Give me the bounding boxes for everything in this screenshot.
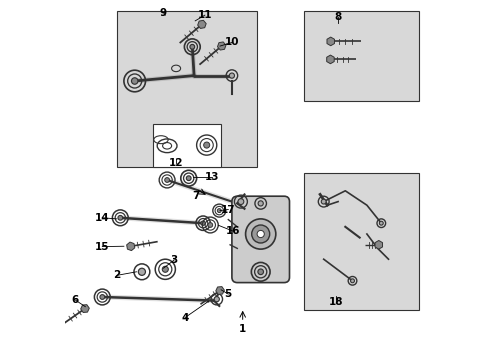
FancyBboxPatch shape	[231, 196, 289, 283]
Circle shape	[131, 78, 138, 84]
Bar	[303, 11, 418, 101]
Polygon shape	[215, 287, 224, 294]
Polygon shape	[126, 242, 135, 251]
Circle shape	[258, 201, 263, 206]
Circle shape	[207, 222, 212, 228]
Circle shape	[118, 215, 122, 220]
Circle shape	[162, 266, 168, 272]
Text: 15: 15	[95, 242, 109, 252]
Text: 4: 4	[181, 312, 188, 323]
Circle shape	[257, 230, 264, 238]
Text: 10: 10	[224, 37, 239, 48]
Text: 7: 7	[192, 191, 199, 201]
Circle shape	[186, 176, 191, 181]
Text: 18: 18	[328, 297, 343, 307]
Circle shape	[100, 294, 104, 300]
Circle shape	[238, 199, 244, 204]
Text: 5: 5	[224, 289, 231, 299]
Text: 2: 2	[113, 270, 120, 280]
Circle shape	[203, 142, 209, 148]
Bar	[152, 124, 221, 167]
FancyBboxPatch shape	[117, 11, 257, 167]
Circle shape	[350, 279, 354, 283]
Circle shape	[138, 268, 145, 275]
Circle shape	[201, 221, 205, 225]
Circle shape	[257, 269, 263, 275]
Circle shape	[379, 221, 383, 225]
Polygon shape	[326, 37, 334, 46]
Bar	[303, 173, 418, 310]
Text: 3: 3	[170, 255, 178, 265]
Polygon shape	[326, 55, 333, 64]
Circle shape	[189, 44, 194, 49]
Text: 14: 14	[95, 213, 109, 223]
Text: 6: 6	[71, 294, 78, 305]
Polygon shape	[374, 240, 382, 249]
Polygon shape	[217, 42, 225, 50]
Circle shape	[251, 225, 269, 243]
Text: 16: 16	[225, 226, 240, 236]
Text: 17: 17	[221, 204, 235, 215]
Circle shape	[245, 219, 275, 249]
Text: 11: 11	[197, 10, 212, 20]
Circle shape	[321, 199, 325, 204]
Circle shape	[229, 73, 234, 78]
Text: 12: 12	[168, 158, 183, 168]
Circle shape	[217, 209, 221, 212]
Text: 13: 13	[204, 172, 219, 183]
Polygon shape	[197, 20, 206, 28]
Circle shape	[214, 297, 219, 302]
Polygon shape	[81, 305, 89, 312]
Text: 8: 8	[334, 12, 341, 22]
Text: 9: 9	[160, 8, 167, 18]
Circle shape	[164, 177, 169, 183]
Text: 1: 1	[239, 324, 246, 334]
